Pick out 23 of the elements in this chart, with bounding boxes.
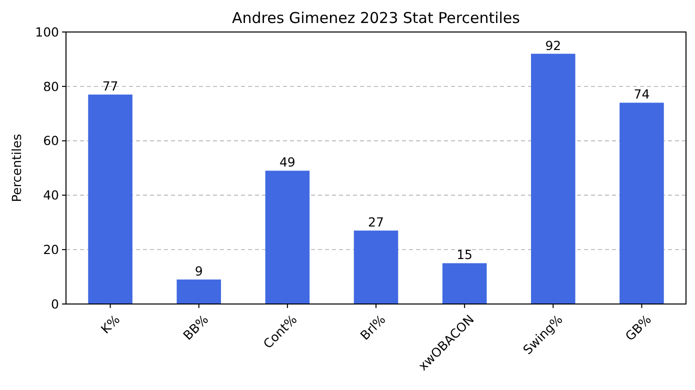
data-label: 27 bbox=[368, 214, 384, 230]
data-label: 9 bbox=[194, 264, 203, 279]
bar bbox=[88, 94, 132, 304]
data-label: 77 bbox=[102, 78, 118, 94]
y-tick-label: 60 bbox=[43, 133, 60, 148]
bar bbox=[265, 170, 310, 304]
bar bbox=[531, 54, 576, 304]
data-label: 74 bbox=[634, 86, 650, 102]
data-label: 15 bbox=[456, 247, 473, 262]
y-tick-label: 40 bbox=[43, 188, 60, 203]
bar bbox=[620, 102, 664, 304]
y-tick-label: 100 bbox=[35, 24, 60, 40]
y-tick-label: 20 bbox=[43, 242, 60, 257]
chart-title: Andres Gimenez 2023 Stat Percentiles bbox=[232, 9, 520, 27]
bar bbox=[176, 280, 221, 304]
data-label: 49 bbox=[279, 154, 296, 170]
data-label: 92 bbox=[545, 38, 562, 53]
y-tick-label: 80 bbox=[43, 78, 60, 94]
bar bbox=[354, 230, 398, 304]
y-tick-label: 0 bbox=[51, 296, 60, 312]
bar bbox=[442, 263, 487, 304]
x-tick-label: K% bbox=[98, 312, 123, 337]
y-axis-title: Percentiles bbox=[9, 134, 24, 202]
